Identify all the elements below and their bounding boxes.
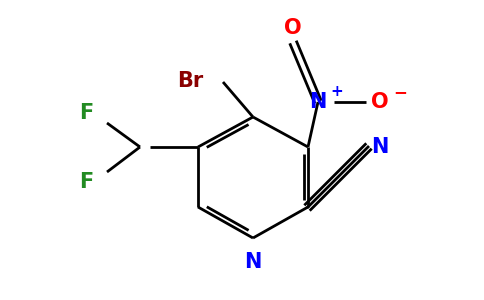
Text: +: + bbox=[330, 85, 343, 100]
Text: O: O bbox=[371, 92, 389, 112]
Text: N: N bbox=[244, 252, 262, 272]
Text: O: O bbox=[284, 18, 302, 38]
Text: N: N bbox=[309, 92, 327, 112]
Text: F: F bbox=[79, 172, 93, 192]
Text: F: F bbox=[79, 103, 93, 123]
Text: −: − bbox=[393, 83, 407, 101]
Text: Br: Br bbox=[177, 71, 203, 91]
Text: N: N bbox=[371, 137, 388, 157]
